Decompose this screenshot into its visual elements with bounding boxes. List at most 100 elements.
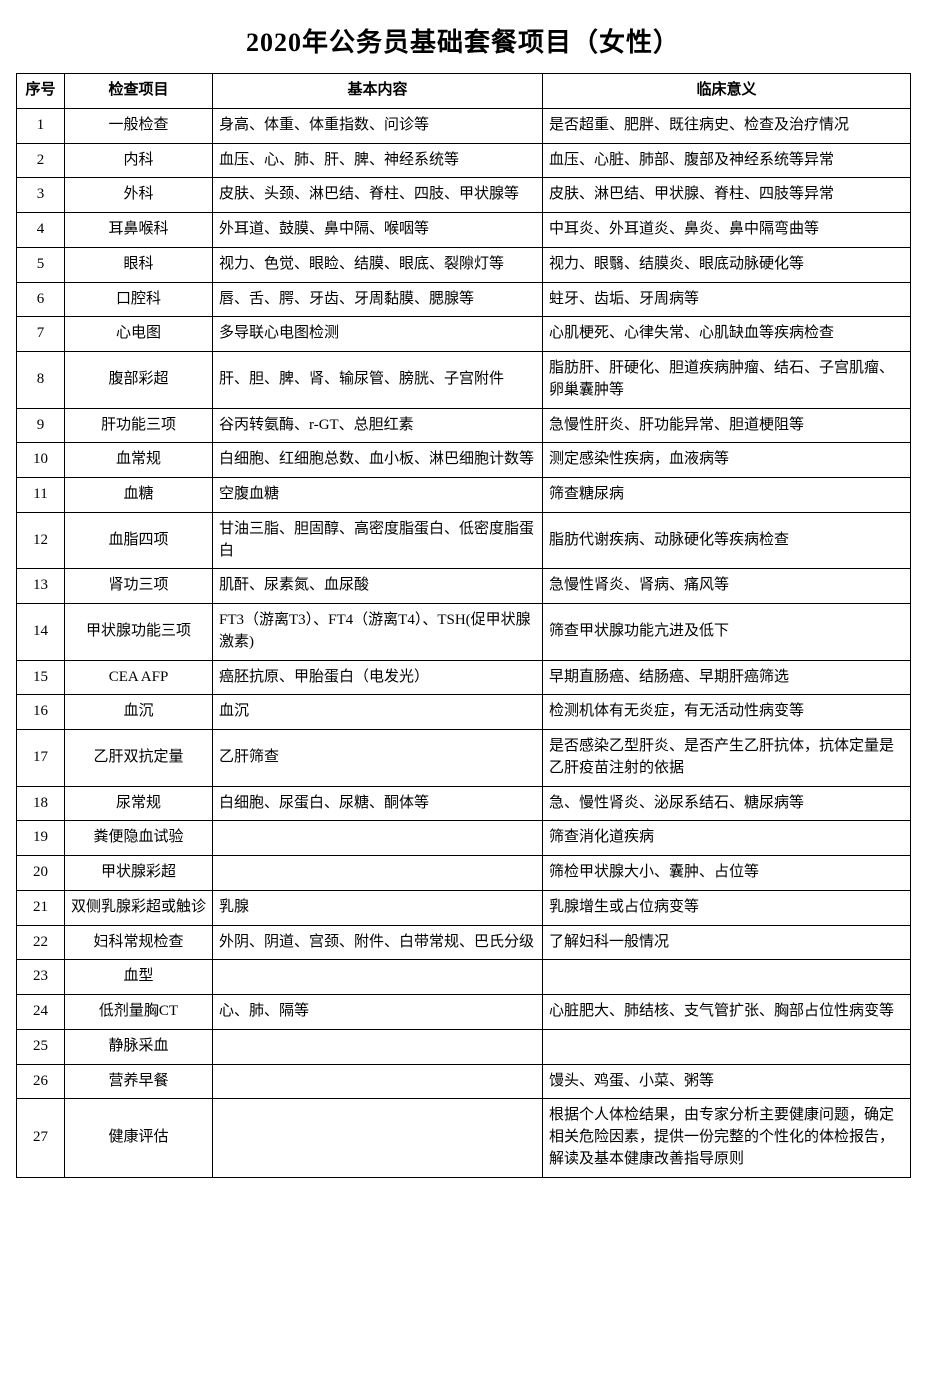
cell-meaning: 急、慢性肾炎、泌尿系结石、糖尿病等 — [543, 786, 911, 821]
cell-meaning: 中耳炎、外耳道炎、鼻炎、鼻中隔弯曲等 — [543, 213, 911, 248]
cell-item: CEA AFP — [65, 660, 213, 695]
cell-item: 内科 — [65, 143, 213, 178]
cell-item: 妇科常规检查 — [65, 925, 213, 960]
cell-index: 1 — [17, 108, 65, 143]
cell-index: 10 — [17, 443, 65, 478]
cell-index: 9 — [17, 408, 65, 443]
cell-content — [213, 1099, 543, 1177]
table-row: 17乙肝双抗定量乙肝筛查是否感染乙型肝炎、是否产生乙肝抗体，抗体定量是乙肝疫苗注… — [17, 730, 911, 787]
table-row: 11血糖空腹血糖筛查糖尿病 — [17, 478, 911, 513]
cell-index: 24 — [17, 995, 65, 1030]
cell-index: 21 — [17, 890, 65, 925]
cell-index: 27 — [17, 1099, 65, 1177]
cell-content: 乳腺 — [213, 890, 543, 925]
header-index: 序号 — [17, 74, 65, 109]
table-row: 18尿常规白细胞、尿蛋白、尿糖、酮体等急、慢性肾炎、泌尿系结石、糖尿病等 — [17, 786, 911, 821]
cell-content: 谷丙转氨酶、r-GT、总胆红素 — [213, 408, 543, 443]
table-row: 7心电图多导联心电图检测心肌梗死、心律失常、心肌缺血等疾病检查 — [17, 317, 911, 352]
cell-item: 眼科 — [65, 247, 213, 282]
table-row: 5眼科视力、色觉、眼睑、结膜、眼底、裂隙灯等视力、眼翳、结膜炎、眼底动脉硬化等 — [17, 247, 911, 282]
cell-meaning: 是否超重、肥胖、既往病史、检查及治疗情况 — [543, 108, 911, 143]
cell-meaning: 筛查甲状腺功能亢进及低下 — [543, 604, 911, 661]
cell-meaning: 是否感染乙型肝炎、是否产生乙肝抗体，抗体定量是乙肝疫苗注射的依据 — [543, 730, 911, 787]
cell-meaning: 根据个人体检结果，由专家分析主要健康问题，确定相关危险因素，提供一份完整的个性化… — [543, 1099, 911, 1177]
cell-item: 双侧乳腺彩超或触诊 — [65, 890, 213, 925]
cell-item: 营养早餐 — [65, 1064, 213, 1099]
cell-content: 视力、色觉、眼睑、结膜、眼底、裂隙灯等 — [213, 247, 543, 282]
cell-content: 皮肤、头颈、淋巴结、脊柱、四肢、甲状腺等 — [213, 178, 543, 213]
table-row: 25静脉采血 — [17, 1029, 911, 1064]
cell-index: 12 — [17, 512, 65, 569]
cell-content: FT3（游离T3）、FT4（游离T4）、TSH(促甲状腺激素) — [213, 604, 543, 661]
cell-content: 血沉 — [213, 695, 543, 730]
cell-meaning: 检测机体有无炎症，有无活动性病变等 — [543, 695, 911, 730]
cell-content: 外阴、阴道、宫颈、附件、白带常规、巴氏分级 — [213, 925, 543, 960]
cell-meaning: 脂肪肝、肝硬化、胆道疾病肿瘤、结石、子宫肌瘤、卵巢囊肿等 — [543, 352, 911, 409]
cell-item: 血常规 — [65, 443, 213, 478]
cell-item: 血沉 — [65, 695, 213, 730]
cell-content — [213, 1064, 543, 1099]
cell-meaning — [543, 1029, 911, 1064]
cell-meaning: 馒头、鸡蛋、小菜、粥等 — [543, 1064, 911, 1099]
cell-meaning: 筛检甲状腺大小、囊肿、占位等 — [543, 856, 911, 891]
cell-content — [213, 821, 543, 856]
cell-item: 肾功三项 — [65, 569, 213, 604]
cell-meaning: 急慢性肾炎、肾病、痛风等 — [543, 569, 911, 604]
cell-item: 口腔科 — [65, 282, 213, 317]
cell-index: 7 — [17, 317, 65, 352]
table-row: 13肾功三项肌酐、尿素氮、血尿酸急慢性肾炎、肾病、痛风等 — [17, 569, 911, 604]
cell-content: 身高、体重、体重指数、问诊等 — [213, 108, 543, 143]
table-row: 8腹部彩超肝、胆、脾、肾、输尿管、膀胱、子宫附件脂肪肝、肝硬化、胆道疾病肿瘤、结… — [17, 352, 911, 409]
cell-meaning: 急慢性肝炎、肝功能异常、胆道梗阻等 — [543, 408, 911, 443]
header-item: 检查项目 — [65, 74, 213, 109]
cell-index: 14 — [17, 604, 65, 661]
cell-meaning: 测定感染性疾病，血液病等 — [543, 443, 911, 478]
cell-content: 白细胞、尿蛋白、尿糖、酮体等 — [213, 786, 543, 821]
table-row: 21双侧乳腺彩超或触诊乳腺乳腺增生或占位病变等 — [17, 890, 911, 925]
cell-meaning: 皮肤、淋巴结、甲状腺、脊柱、四肢等异常 — [543, 178, 911, 213]
header-content: 基本内容 — [213, 74, 543, 109]
cell-index: 25 — [17, 1029, 65, 1064]
cell-content: 心、肺、隔等 — [213, 995, 543, 1030]
cell-content: 空腹血糖 — [213, 478, 543, 513]
cell-content: 外耳道、鼓膜、鼻中隔、喉咽等 — [213, 213, 543, 248]
cell-item: 血糖 — [65, 478, 213, 513]
cell-item: 心电图 — [65, 317, 213, 352]
cell-item: 耳鼻喉科 — [65, 213, 213, 248]
cell-meaning: 乳腺增生或占位病变等 — [543, 890, 911, 925]
cell-index: 5 — [17, 247, 65, 282]
cell-index: 13 — [17, 569, 65, 604]
cell-meaning: 筛查消化道疾病 — [543, 821, 911, 856]
table-row: 16血沉血沉检测机体有无炎症，有无活动性病变等 — [17, 695, 911, 730]
cell-index: 17 — [17, 730, 65, 787]
cell-item: 血型 — [65, 960, 213, 995]
cell-meaning: 心脏肥大、肺结核、支气管扩张、胸部占位性病变等 — [543, 995, 911, 1030]
cell-index: 16 — [17, 695, 65, 730]
cell-content — [213, 856, 543, 891]
cell-item: 静脉采血 — [65, 1029, 213, 1064]
cell-item: 尿常规 — [65, 786, 213, 821]
table-row: 10血常规白细胞、红细胞总数、血小板、淋巴细胞计数等测定感染性疾病，血液病等 — [17, 443, 911, 478]
table-row: 20甲状腺彩超筛检甲状腺大小、囊肿、占位等 — [17, 856, 911, 891]
table-header-row: 序号 检查项目 基本内容 临床意义 — [17, 74, 911, 109]
table-row: 26营养早餐馒头、鸡蛋、小菜、粥等 — [17, 1064, 911, 1099]
cell-item: 肝功能三项 — [65, 408, 213, 443]
table-row: 3外科皮肤、头颈、淋巴结、脊柱、四肢、甲状腺等皮肤、淋巴结、甲状腺、脊柱、四肢等… — [17, 178, 911, 213]
table-row: 19粪便隐血试验筛查消化道疾病 — [17, 821, 911, 856]
page-title: 2020年公务员基础套餐项目（女性） — [16, 22, 910, 59]
cell-meaning: 视力、眼翳、结膜炎、眼底动脉硬化等 — [543, 247, 911, 282]
table-row: 12血脂四项甘油三脂、胆固醇、高密度脂蛋白、低密度脂蛋白脂肪代谢疾病、动脉硬化等… — [17, 512, 911, 569]
cell-content: 白细胞、红细胞总数、血小板、淋巴细胞计数等 — [213, 443, 543, 478]
cell-index: 19 — [17, 821, 65, 856]
table-row: 2内科血压、心、肺、肝、脾、神经系统等血压、心脏、肺部、腹部及神经系统等异常 — [17, 143, 911, 178]
cell-content: 肌酐、尿素氮、血尿酸 — [213, 569, 543, 604]
cell-content: 乙肝筛查 — [213, 730, 543, 787]
cell-item: 健康评估 — [65, 1099, 213, 1177]
exam-package-table: 序号 检查项目 基本内容 临床意义 1一般检查身高、体重、体重指数、问诊等是否超… — [16, 73, 911, 1178]
table-row: 6口腔科唇、舌、腭、牙齿、牙周黏膜、腮腺等蛀牙、齿垢、牙周病等 — [17, 282, 911, 317]
table-row: 24低剂量胸CT心、肺、隔等心脏肥大、肺结核、支气管扩张、胸部占位性病变等 — [17, 995, 911, 1030]
cell-index: 22 — [17, 925, 65, 960]
table-row: 4耳鼻喉科外耳道、鼓膜、鼻中隔、喉咽等中耳炎、外耳道炎、鼻炎、鼻中隔弯曲等 — [17, 213, 911, 248]
table-row: 14甲状腺功能三项FT3（游离T3）、FT4（游离T4）、TSH(促甲状腺激素)… — [17, 604, 911, 661]
cell-index: 20 — [17, 856, 65, 891]
